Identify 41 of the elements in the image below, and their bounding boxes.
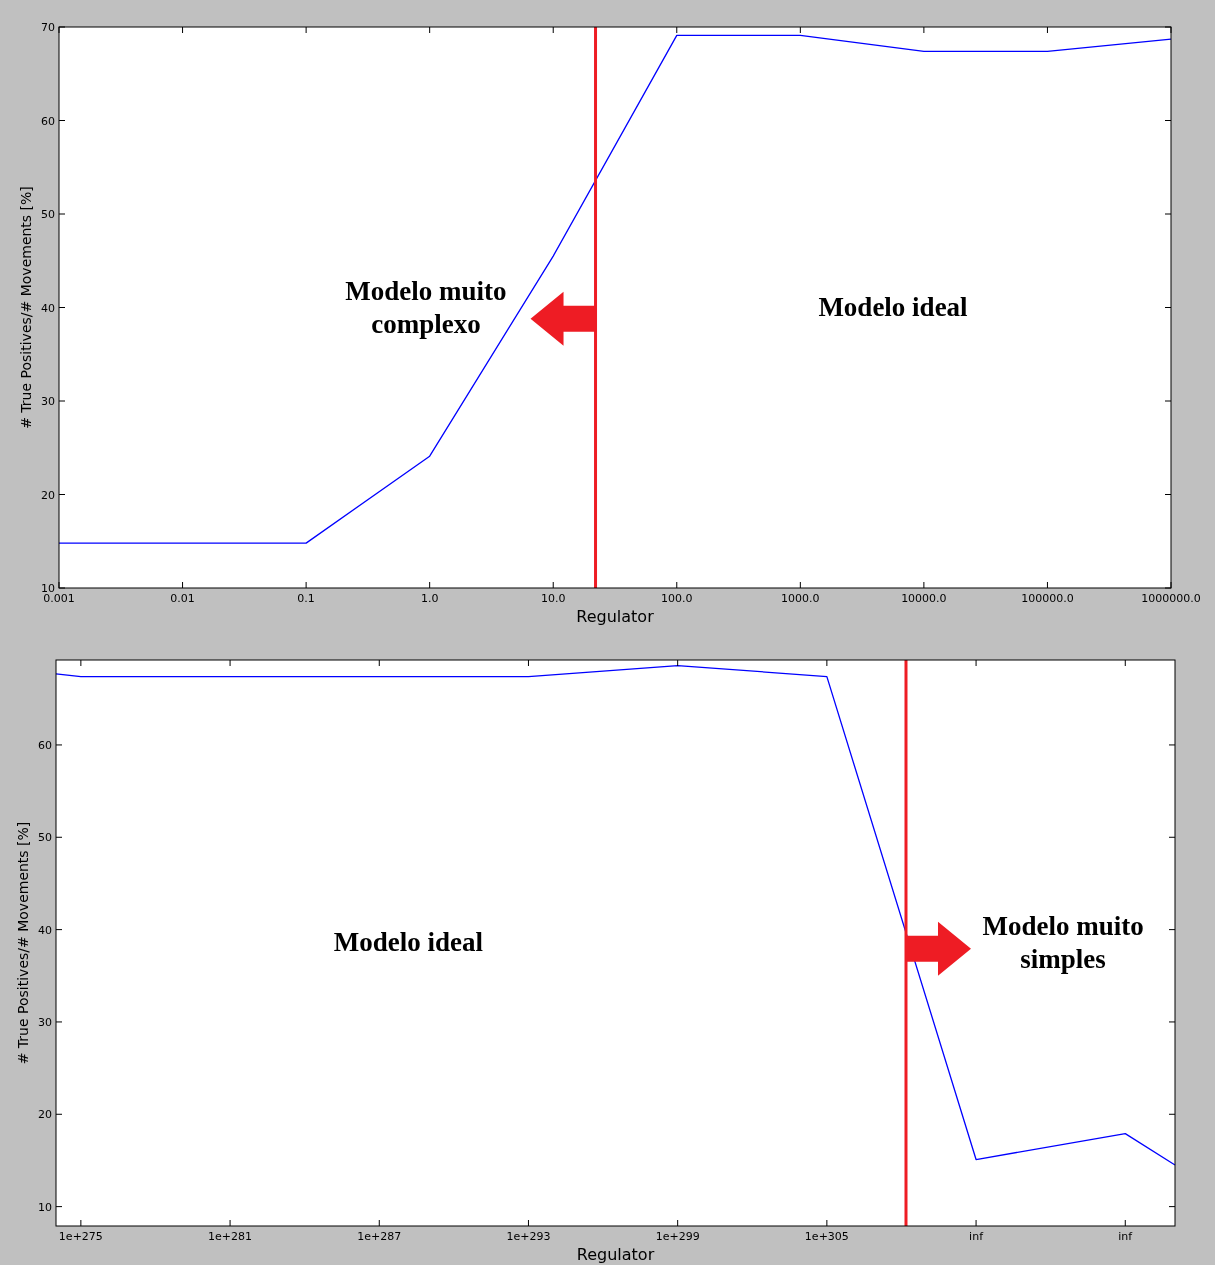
y-tick-label: 30 — [41, 395, 55, 408]
y-tick-label: 60 — [38, 738, 52, 752]
annotation: Modelo muito complexo — [345, 275, 507, 339]
y-tick-label: 10 — [41, 582, 55, 595]
x-tick-label: 1.0 — [420, 592, 439, 605]
y-tick-label: 20 — [41, 488, 55, 502]
x-tick-label: 1e+305 — [804, 1230, 849, 1243]
x-tick-label: 1e+287 — [357, 1230, 402, 1243]
x-axis-title: Regulator — [576, 1245, 655, 1264]
y-tick-label: 30 — [38, 1015, 52, 1029]
x-tick-label: 1e+299 — [655, 1230, 700, 1243]
x-tick-label: 100.0 — [661, 592, 693, 605]
x-tick-label: 1000.0 — [781, 592, 820, 605]
y-tick-label: 70 — [41, 21, 55, 34]
x-tick-label: 10000.0 — [901, 592, 947, 605]
y-tick-label: 20 — [38, 1108, 52, 1122]
line-series — [55, 664, 1176, 1166]
line-series — [58, 34, 1172, 544]
y-tick-label: 60 — [41, 114, 55, 128]
x-tick-label: 0.01 — [170, 592, 195, 605]
x-tick-label: 1000000.0 — [1141, 592, 1201, 605]
y-tick-label: 40 — [41, 301, 55, 315]
y-axis-title: # True Positives/# Movements [%] — [18, 186, 34, 429]
y-tick-label: 50 — [38, 831, 52, 845]
annotation: Modelo muito simples — [982, 911, 1144, 974]
y-tick-label: 10 — [38, 1200, 52, 1214]
y-tick-label: 50 — [41, 208, 55, 221]
annotation: Modelo ideal — [333, 927, 484, 957]
x-tick-label: 1e+275 — [58, 1230, 103, 1243]
x-tick-label: 100000.0 — [1021, 592, 1074, 605]
x-tick-label: 0.1 — [297, 592, 315, 605]
x-tick-label: inf — [1118, 1230, 1134, 1243]
x-tick-label: 1e+293 — [506, 1230, 551, 1243]
annotation: Modelo ideal — [818, 291, 969, 322]
x-axis-title: Regulator — [576, 607, 655, 626]
x-tick-label: inf — [969, 1230, 985, 1243]
y-tick-label: 40 — [38, 923, 52, 937]
x-tick-label: 10.0 — [540, 592, 566, 605]
x-tick-label: 0.001 — [43, 592, 75, 605]
y-axis-title: # True Positives/# Movements [%] — [15, 821, 31, 1065]
x-tick-label: 1e+281 — [208, 1230, 253, 1243]
